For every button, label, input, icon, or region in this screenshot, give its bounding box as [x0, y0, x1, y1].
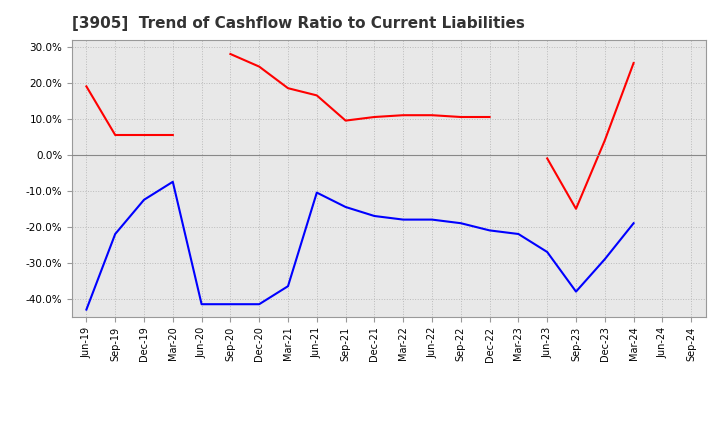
- Text: [3905]  Trend of Cashflow Ratio to Current Liabilities: [3905] Trend of Cashflow Ratio to Curren…: [72, 16, 525, 32]
- Free CF to Current Liabilities: [485, 228, 494, 233]
- Free CF to Current Liabilities: [197, 301, 206, 307]
- Operating CF to Current Liabilities: [572, 206, 580, 212]
- Operating CF to Current Liabilities: [111, 132, 120, 138]
- Operating CF to Current Liabilities: [485, 114, 494, 120]
- Free CF to Current Liabilities: [629, 220, 638, 226]
- Line: Free CF to Current Liabilities: Free CF to Current Liabilities: [86, 182, 634, 310]
- Free CF to Current Liabilities: [600, 257, 609, 262]
- Operating CF to Current Liabilities: [140, 132, 148, 138]
- Free CF to Current Liabilities: [82, 307, 91, 312]
- Free CF to Current Liabilities: [140, 197, 148, 202]
- Operating CF to Current Liabilities: [600, 138, 609, 143]
- Operating CF to Current Liabilities: [168, 132, 177, 138]
- Operating CF to Current Liabilities: [226, 51, 235, 57]
- Free CF to Current Liabilities: [284, 283, 292, 289]
- Free CF to Current Liabilities: [255, 301, 264, 307]
- Free CF to Current Liabilities: [514, 231, 523, 237]
- Free CF to Current Liabilities: [111, 231, 120, 237]
- Operating CF to Current Liabilities: [629, 60, 638, 66]
- Operating CF to Current Liabilities: [543, 156, 552, 161]
- Free CF to Current Liabilities: [572, 289, 580, 294]
- Free CF to Current Liabilities: [168, 179, 177, 184]
- Free CF to Current Liabilities: [341, 204, 350, 209]
- Operating CF to Current Liabilities: [456, 114, 465, 120]
- Free CF to Current Liabilities: [312, 190, 321, 195]
- Operating CF to Current Liabilities: [428, 113, 436, 118]
- Free CF to Current Liabilities: [226, 301, 235, 307]
- Operating CF to Current Liabilities: [82, 84, 91, 89]
- Free CF to Current Liabilities: [370, 213, 379, 219]
- Free CF to Current Liabilities: [428, 217, 436, 222]
- Line: Operating CF to Current Liabilities: Operating CF to Current Liabilities: [86, 54, 634, 209]
- Operating CF to Current Liabilities: [399, 113, 408, 118]
- Free CF to Current Liabilities: [456, 220, 465, 226]
- Legend: Operating CF to Current Liabilities, Free CF to Current Liabilities: Operating CF to Current Liabilities, Fre…: [151, 439, 626, 440]
- Operating CF to Current Liabilities: [312, 93, 321, 98]
- Operating CF to Current Liabilities: [370, 114, 379, 120]
- Operating CF to Current Liabilities: [255, 64, 264, 69]
- Operating CF to Current Liabilities: [341, 118, 350, 123]
- Free CF to Current Liabilities: [543, 249, 552, 255]
- Free CF to Current Liabilities: [399, 217, 408, 222]
- Operating CF to Current Liabilities: [284, 85, 292, 91]
